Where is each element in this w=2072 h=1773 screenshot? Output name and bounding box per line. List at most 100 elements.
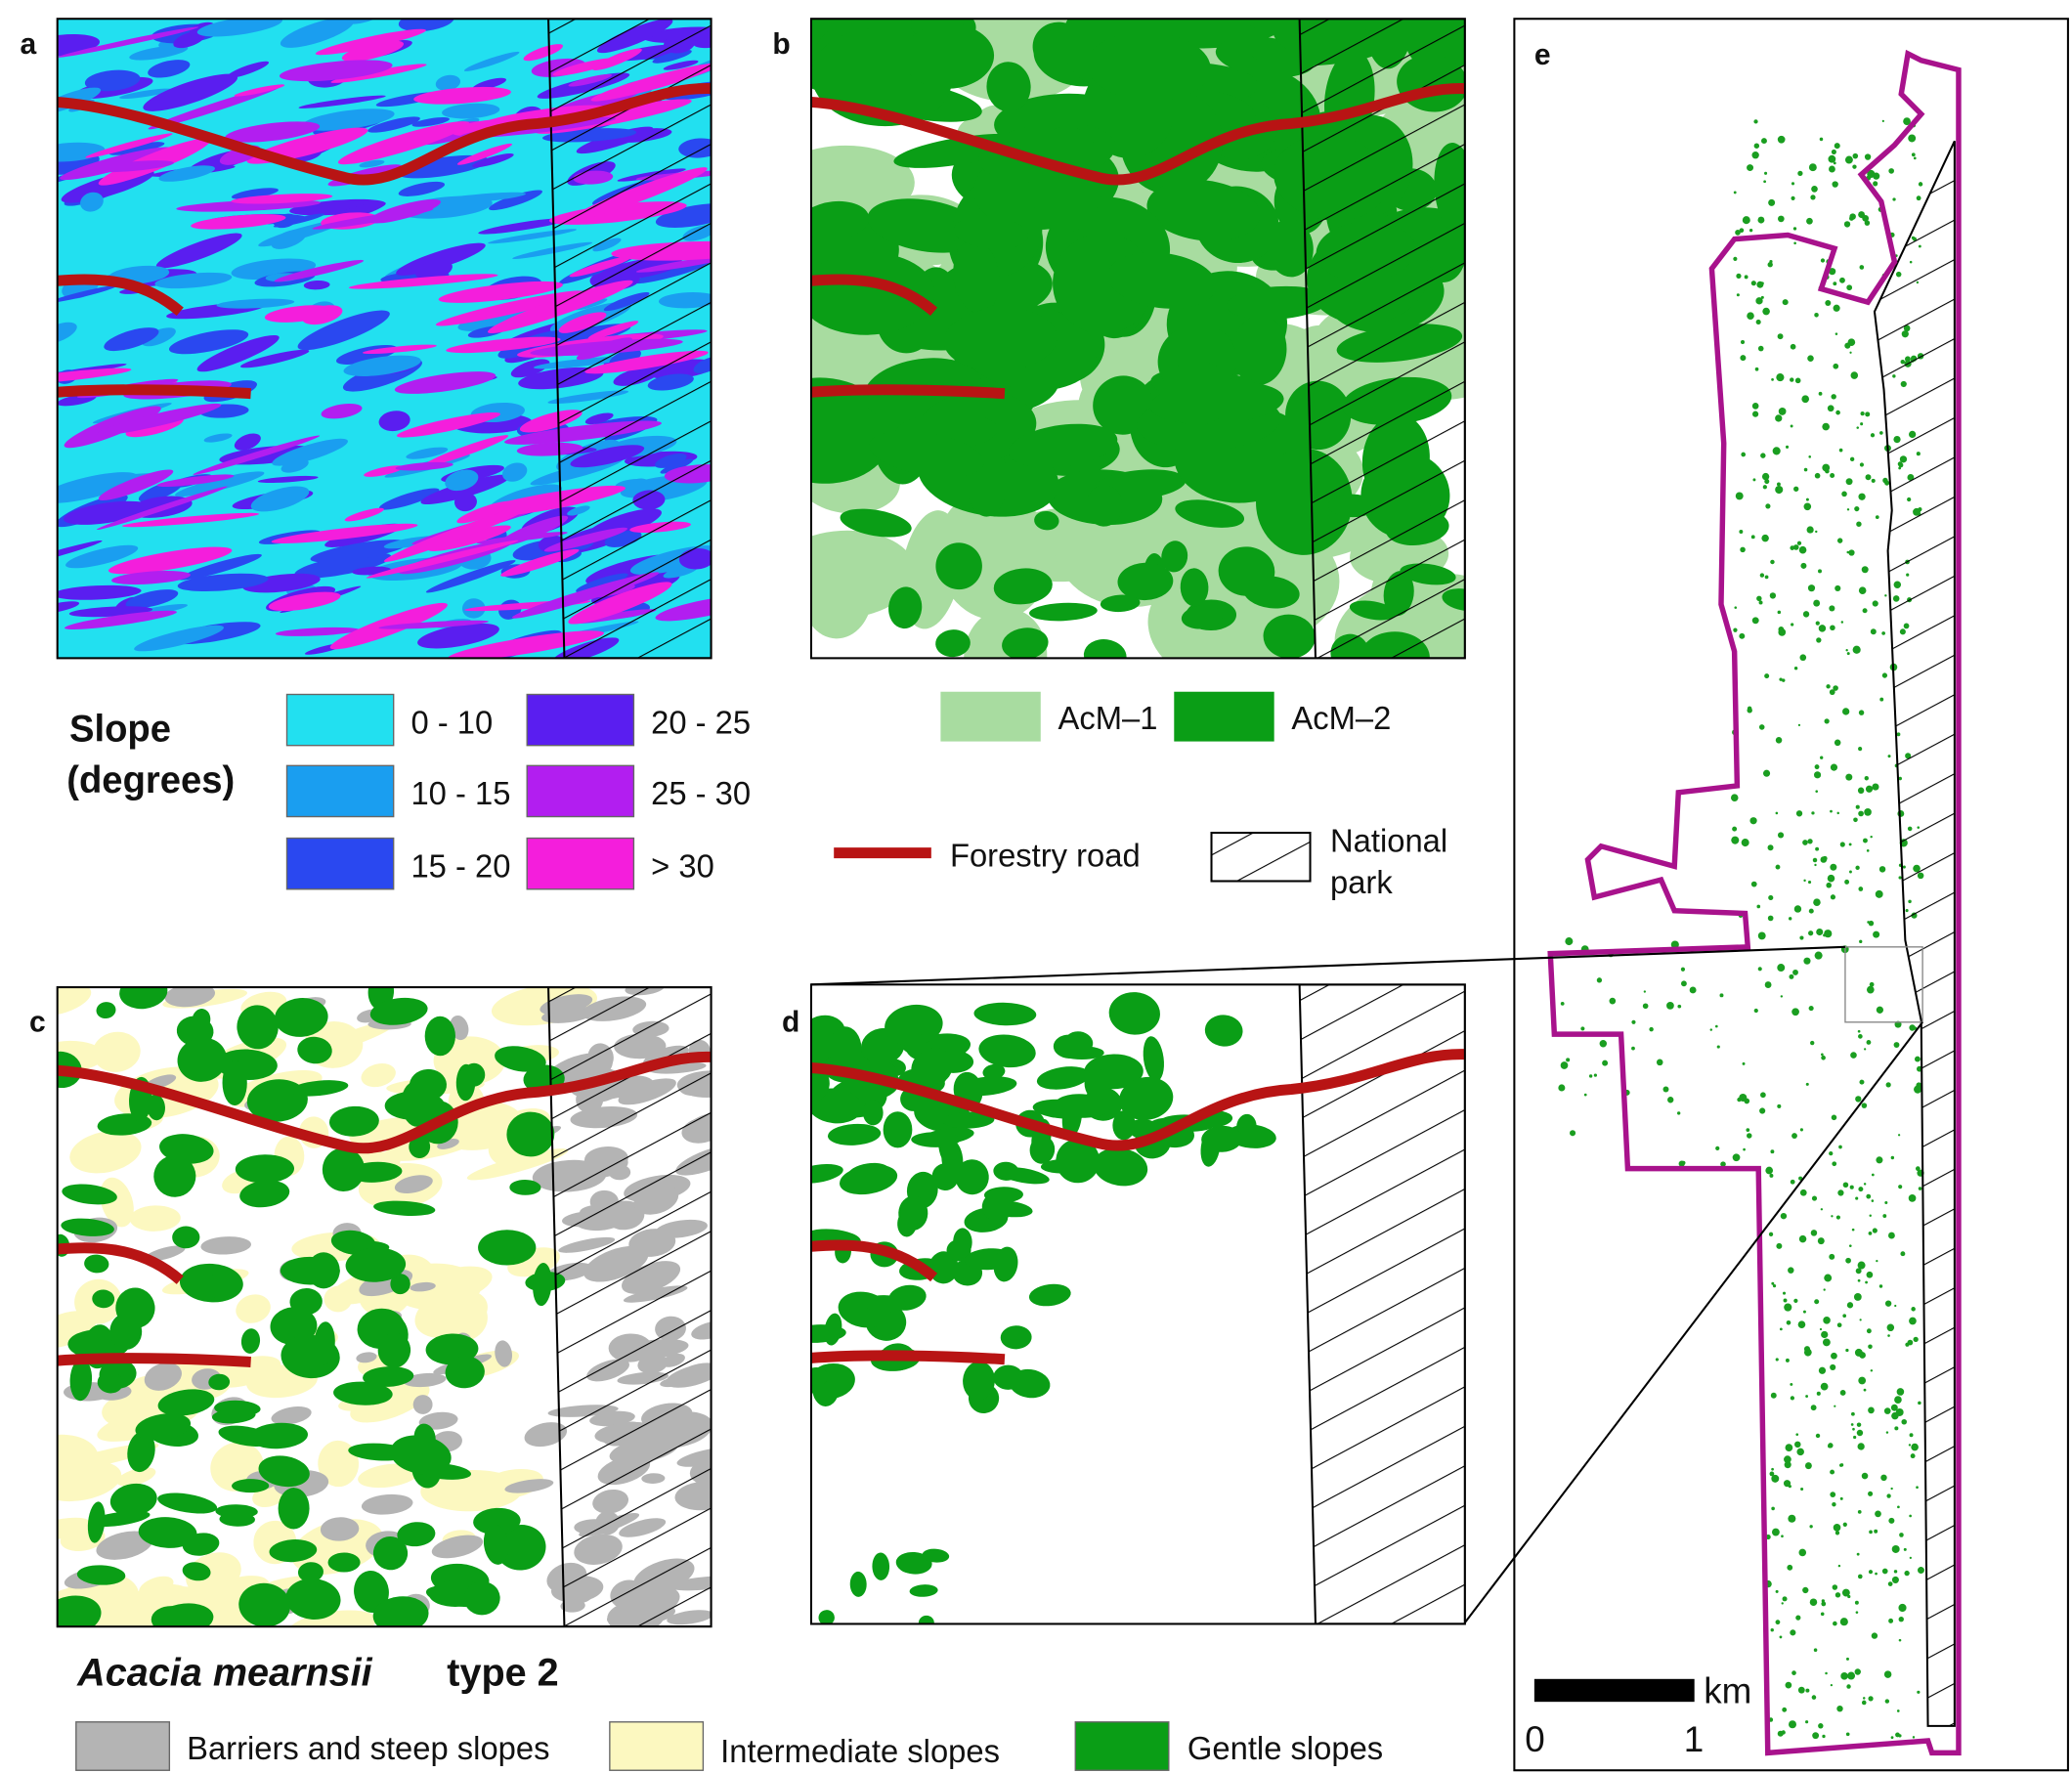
texture	[1780, 1212, 1788, 1220]
texture	[1793, 241, 1796, 245]
texture	[348, 274, 498, 289]
texture	[510, 359, 550, 378]
texture	[1680, 967, 1686, 972]
texture	[1903, 117, 1911, 126]
texture	[1830, 1363, 1836, 1371]
texture	[1844, 879, 1850, 885]
texture	[1831, 1215, 1834, 1218]
texture	[271, 1406, 312, 1425]
texture	[1784, 1461, 1791, 1469]
texture	[378, 488, 440, 510]
texture	[1770, 1392, 1777, 1399]
texture	[1874, 1529, 1878, 1534]
texture	[1825, 1671, 1828, 1675]
texture	[1908, 134, 1917, 143]
texture	[1807, 355, 1814, 362]
texture	[1805, 1720, 1809, 1724]
texture	[1777, 832, 1785, 839]
texture	[1759, 1107, 1766, 1114]
texture	[1558, 1084, 1566, 1092]
texture	[1798, 1548, 1807, 1557]
texture	[125, 589, 179, 609]
texture	[1741, 839, 1749, 847]
texture	[1743, 1147, 1746, 1151]
texture	[274, 998, 328, 1037]
texture	[993, 1246, 1018, 1282]
texture	[1858, 810, 1864, 817]
legend-label: Forestry road	[950, 837, 1141, 873]
panel-d-map	[809, 983, 1466, 1625]
texture	[1858, 1034, 1863, 1039]
texture	[129, 45, 189, 61]
texture	[1840, 621, 1844, 624]
texture	[1846, 550, 1850, 554]
texture	[1855, 865, 1860, 871]
texture	[109, 1483, 157, 1517]
texture	[257, 475, 319, 484]
scale-tick: 0	[1525, 1719, 1544, 1759]
texture	[1817, 1237, 1825, 1245]
texture	[1834, 1405, 1836, 1407]
texture	[1676, 1111, 1681, 1115]
texture	[1829, 689, 1835, 696]
texture	[1839, 1618, 1848, 1626]
legend-swatch	[526, 693, 635, 747]
texture	[65, 610, 177, 630]
texture	[69, 1359, 93, 1402]
texture	[1786, 1319, 1791, 1325]
texture	[1884, 1300, 1892, 1307]
texture	[1829, 605, 1835, 612]
texture	[1870, 628, 1877, 635]
texture	[138, 1517, 197, 1548]
scale-tick: 1	[1684, 1719, 1704, 1759]
texture	[1768, 198, 1776, 206]
texture	[1856, 426, 1859, 429]
texture	[997, 1166, 1050, 1185]
texture	[1806, 217, 1813, 225]
texture	[1029, 1135, 1056, 1164]
texture	[1855, 1268, 1862, 1275]
panel-label: d	[782, 1006, 799, 1038]
scale-unit: km	[1704, 1670, 1751, 1710]
texture	[1002, 627, 1049, 659]
texture	[369, 997, 428, 1025]
texture	[1835, 1592, 1841, 1598]
texture	[1760, 295, 1764, 299]
texture	[1819, 137, 1824, 142]
texture	[1112, 1110, 1136, 1141]
texture	[1871, 1173, 1875, 1177]
texture	[1790, 545, 1795, 550]
texture	[455, 1063, 476, 1102]
texture	[1757, 345, 1764, 352]
texture	[1869, 1530, 1873, 1535]
texture	[108, 142, 165, 155]
texture	[509, 1179, 541, 1195]
texture	[1160, 361, 1233, 426]
texture	[250, 486, 310, 512]
texture	[1913, 1336, 1919, 1343]
texture	[1859, 462, 1865, 467]
texture	[1107, 252, 1217, 309]
texture	[1918, 1187, 1922, 1190]
texture	[1791, 1008, 1799, 1016]
texture	[1862, 608, 1868, 614]
texture	[431, 1535, 484, 1559]
texture	[129, 1205, 181, 1232]
texture	[159, 1134, 214, 1164]
texture	[1755, 319, 1761, 325]
texture	[1909, 1433, 1914, 1438]
texture	[483, 1524, 509, 1565]
legend-title: Acacia mearnsii	[76, 1652, 372, 1695]
texture	[280, 19, 354, 48]
texture	[403, 1372, 447, 1388]
texture	[1778, 408, 1787, 415]
texture	[1847, 338, 1856, 347]
texture	[1830, 809, 1833, 813]
texture	[384, 1126, 487, 1161]
texture	[236, 1294, 271, 1323]
texture	[291, 1519, 383, 1575]
texture	[414, 1289, 488, 1339]
texture	[1808, 163, 1817, 172]
texture	[993, 568, 1053, 605]
